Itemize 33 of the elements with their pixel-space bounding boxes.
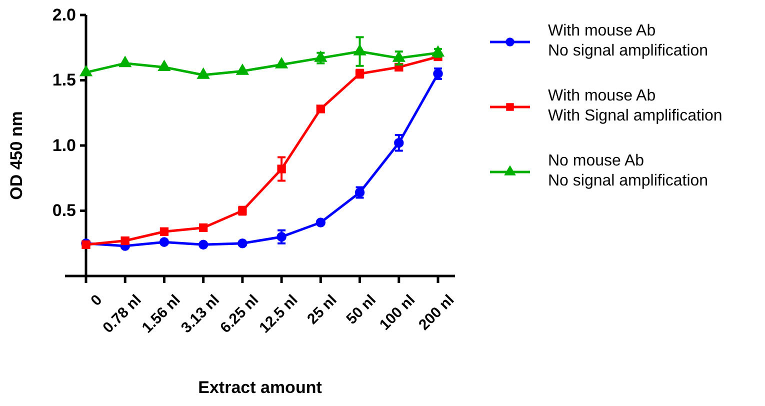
point [394,138,404,148]
point [198,240,208,250]
point [236,64,250,75]
point [431,45,445,57]
point [316,104,325,114]
y-tick-label: 1.0 [52,136,76,155]
point [274,56,288,68]
point [158,60,171,71]
point [199,223,208,232]
point [238,238,248,248]
point [79,64,93,76]
y-tick-label: 2.0 [52,5,76,24]
point [353,44,366,56]
point [159,237,170,247]
point [316,218,326,228]
y-axis-title: OD 450 nm [7,111,26,200]
legend-label: No mouse Ab No signal amplification [548,152,708,190]
point [120,236,130,246]
point [277,164,286,174]
point [160,227,169,236]
point [196,67,210,79]
x-tick-label: 25 nl [304,292,340,328]
point [118,56,132,68]
y-tick-label: 1.5 [52,70,76,90]
point [314,50,328,62]
y-tick-label: 0.5 [52,201,76,220]
x-tick-label: 0 [88,292,106,310]
legend-label: With mouse Ab With Signal amplification [548,88,722,125]
point [392,50,406,62]
point [276,232,286,242]
x-tick-label: 200 nl [416,292,458,334]
legend-label: With mouse Ab No signal amplification [548,22,708,60]
x-axis-title: Extract amount [198,378,322,397]
